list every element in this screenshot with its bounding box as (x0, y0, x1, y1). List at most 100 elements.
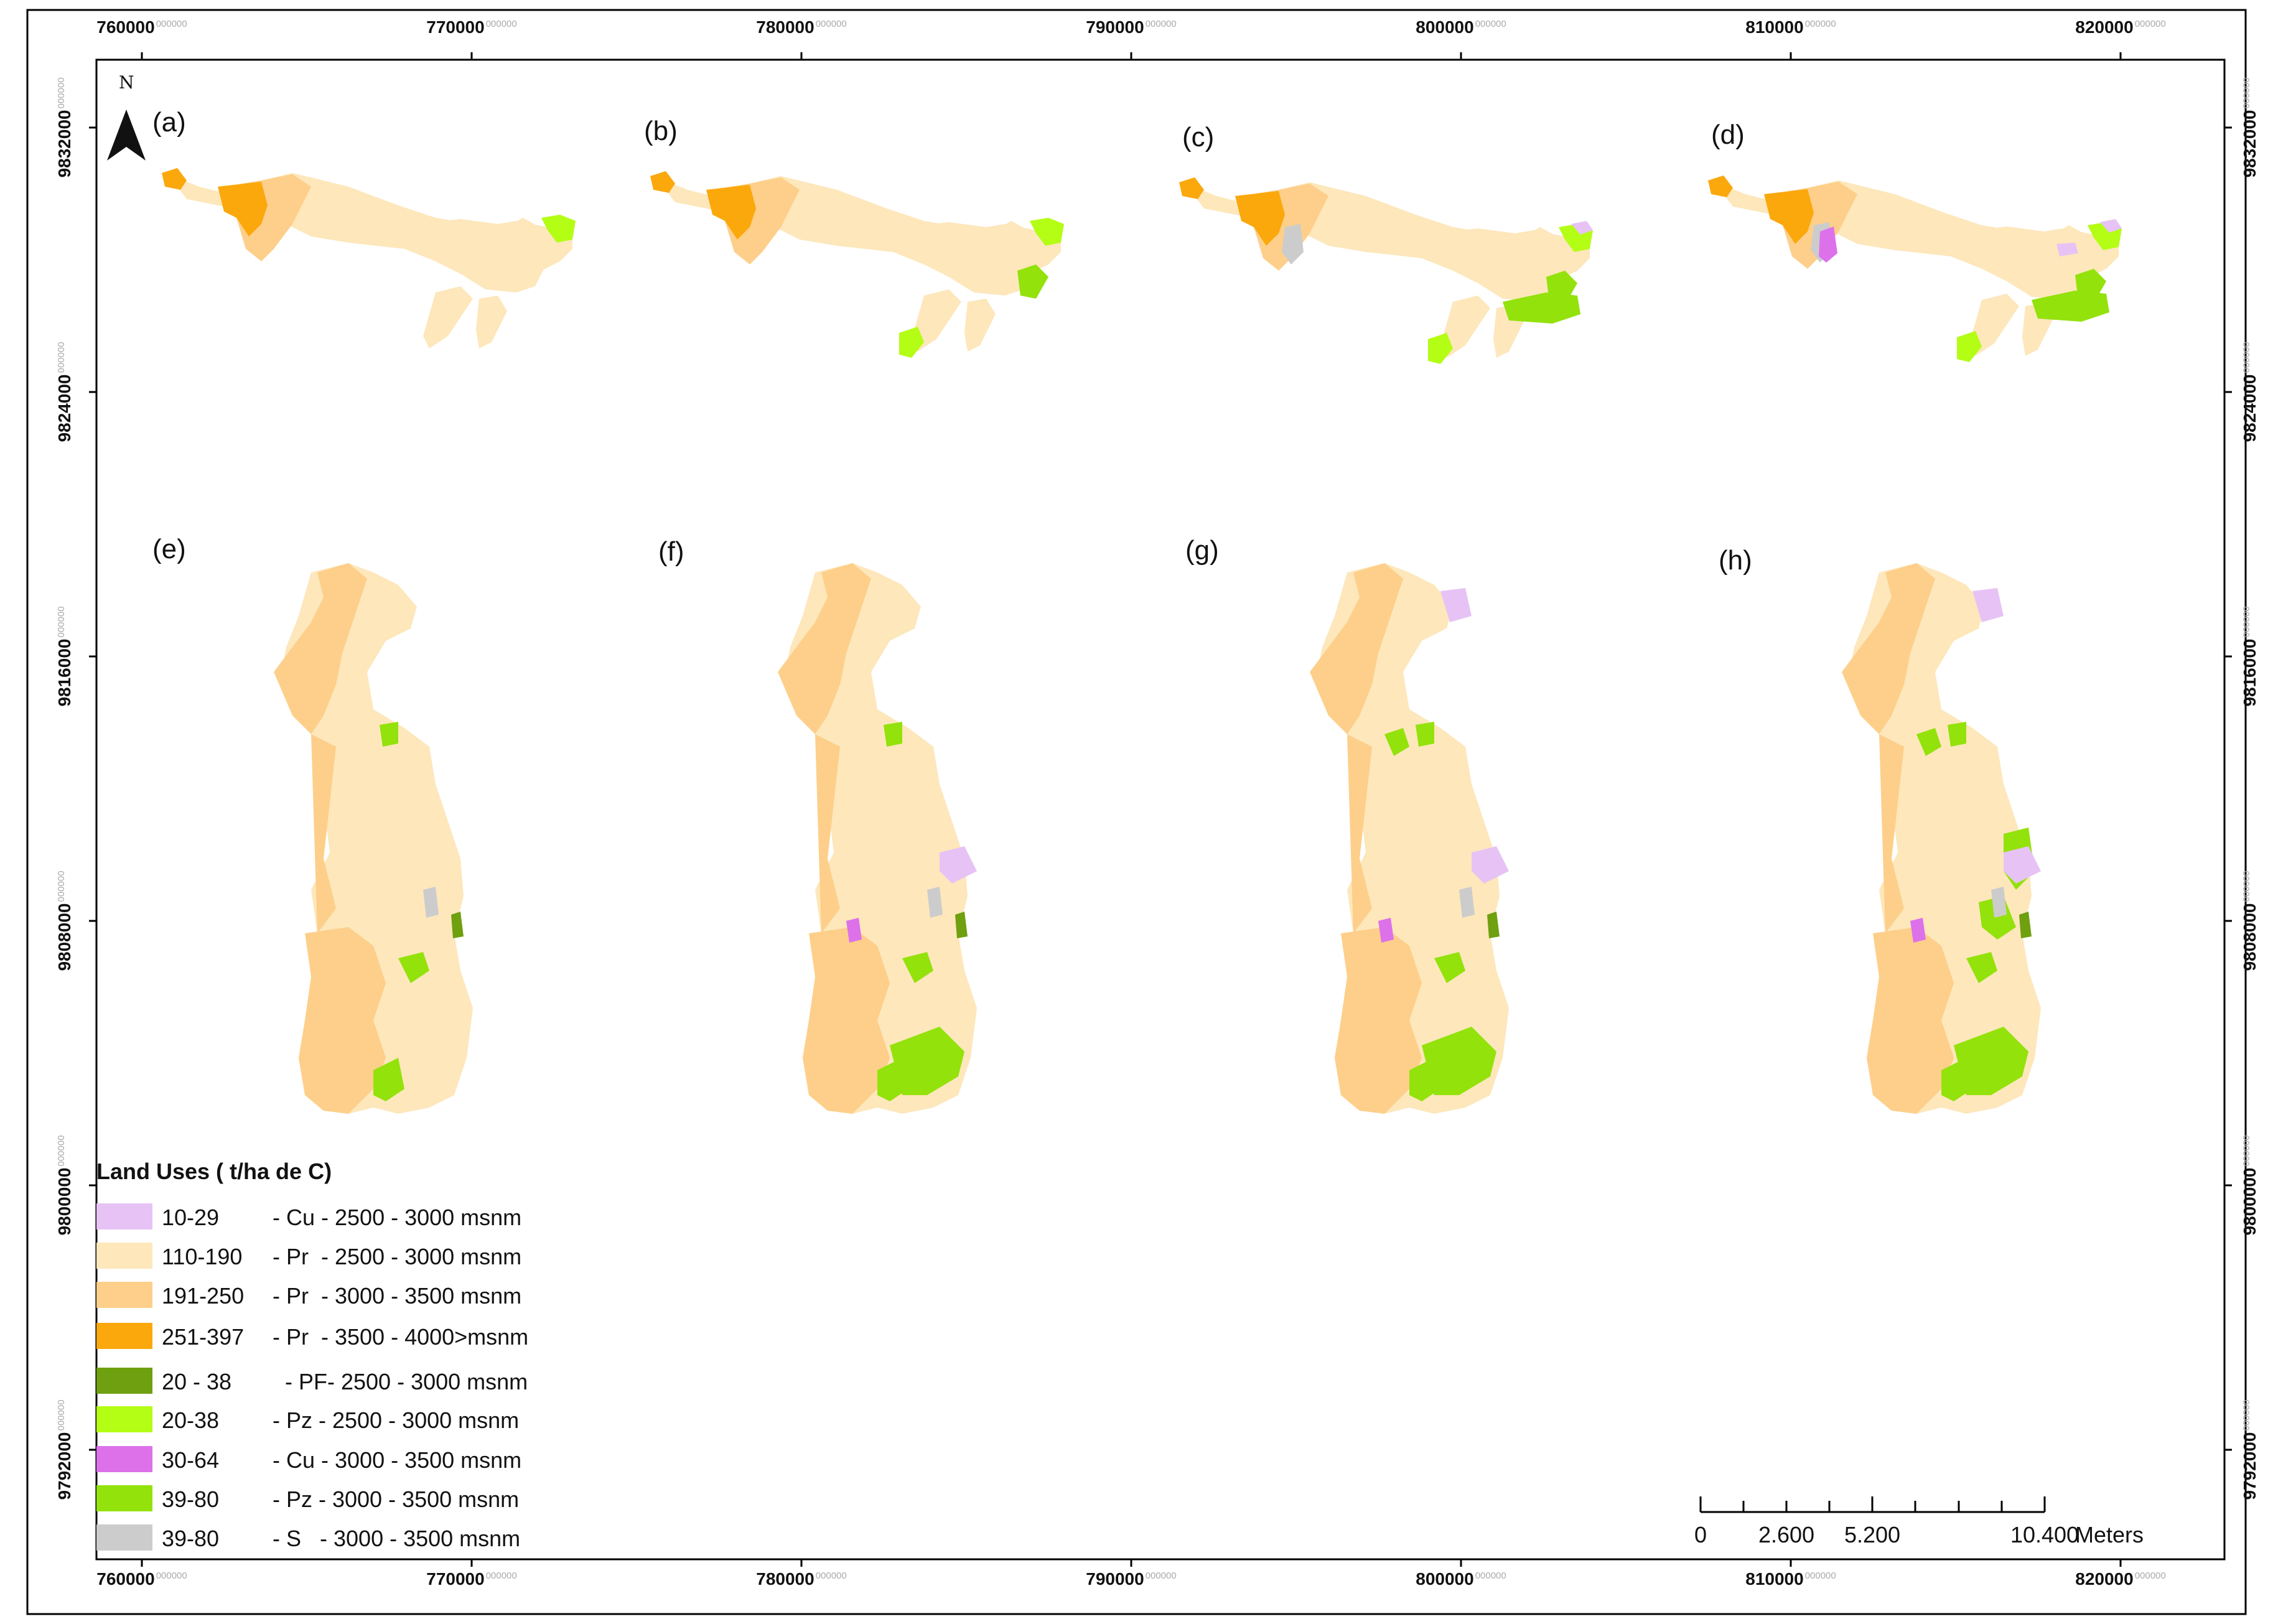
legend-swatch (96, 1243, 152, 1269)
x-tick-bottom-760000: 760000 000000 (96, 1569, 187, 1589)
land-use-patch (1282, 224, 1304, 264)
y-tick-left-9800000: 9800000000000 (55, 1135, 74, 1236)
land-use-patch (423, 286, 473, 348)
legend-swatch (96, 1524, 152, 1551)
land-use-patch (1434, 952, 1465, 983)
map-panel-top-a (162, 168, 576, 348)
land-use-patch (1179, 177, 1204, 199)
land-use-patch (1503, 292, 1580, 324)
x-tick-bottom-790000: 790000 000000 (1086, 1569, 1177, 1589)
legend-item: 10-29 - Cu - 2500 - 3000 msnm (96, 1201, 607, 1231)
scale-unit: Meters (2075, 1522, 2144, 1547)
legend-item: 251-397 - Pr - 3500 - 4000>msnm (96, 1320, 607, 1350)
land-use-patch (955, 912, 968, 938)
y-tick-right-9816000: 9816000000000 (2240, 606, 2259, 707)
land-use-patch (451, 912, 464, 938)
land-use-patch (1972, 588, 2004, 622)
legend-swatch (96, 1485, 152, 1511)
land-use-patch (884, 722, 902, 747)
land-use-patch (902, 952, 933, 983)
y-tick-left-9808000: 9808000000000 (55, 870, 74, 971)
map-panel-bottom-g (1310, 563, 1509, 1114)
legend-range: 20-38 (162, 1407, 220, 1433)
map-panel-bottom-f (778, 563, 977, 1114)
x-tick-top-770000: 770000 000000 (426, 17, 517, 37)
y-tick-right-9824000: 9824000000000 (2240, 342, 2259, 442)
land-use-patch (311, 734, 336, 933)
land-use-patch (1954, 1027, 2028, 1095)
legend-item: 20 - 38 - PF- 2500 - 3000 msnm (96, 1365, 607, 1395)
legend-swatch (96, 1446, 152, 1472)
legend-description: - Pr - 3000 - 3500 msnm (273, 1283, 522, 1309)
panel-label-f: (f) (658, 536, 684, 567)
legend-swatch (96, 1282, 152, 1308)
land-use-patch (912, 289, 961, 352)
land-use-patch (940, 846, 977, 884)
panel-label-e: (e) (152, 534, 186, 564)
land-use-patch (1957, 331, 1982, 362)
land-use-patch (927, 887, 943, 918)
land-use-patch (1440, 296, 1490, 358)
land-use-patch (1948, 722, 1966, 747)
x-tick-top-760000: 760000 000000 (96, 17, 187, 37)
scale-label-0: 0 (1694, 1522, 1707, 1547)
legend-description: - Pz - 2500 - 3000 msnm (273, 1407, 520, 1433)
x-tick-bottom-820000: 820000 000000 (2075, 1569, 2166, 1589)
land-use-patch (815, 734, 840, 933)
north-label: N (119, 72, 134, 93)
land-use-patch (1017, 264, 1048, 299)
land-use-patch (1966, 952, 1997, 983)
panel-label-d: (d) (1711, 119, 1745, 150)
legend-description: - Cu - 3000 - 3500 msnm (273, 1447, 522, 1473)
scale-bar (1699, 1496, 2046, 1513)
land-use-patch (1879, 734, 1904, 933)
legend-range: 191-250 (162, 1283, 245, 1309)
legend-description: - S - 3000 - 3500 msnm (273, 1526, 521, 1551)
north-arrow-icon (107, 110, 146, 161)
scale-label-2600: 2.600 (1758, 1522, 1815, 1547)
land-use-patch (1842, 563, 1935, 734)
map-panel-top-d (1708, 175, 2122, 362)
x-tick-top-790000: 790000 000000 (1086, 17, 1177, 37)
land-use-patch (299, 927, 386, 1114)
map-panel-bottom-h (1842, 563, 2041, 1114)
frame-ticks (89, 52, 2232, 1567)
y-tick-right-9832000: 9832000000000 (2240, 77, 2259, 178)
land-use-patch (373, 1058, 404, 1101)
land-use-patch (2100, 219, 2122, 233)
legend-swatch (96, 1406, 152, 1432)
land-use-patch (1571, 221, 1593, 235)
land-use-patch (1916, 728, 1941, 756)
land-use-patch (1979, 896, 2016, 940)
legend-description: - Pz - 3000 - 3500 msnm (273, 1486, 520, 1512)
land-use-patch (1969, 294, 2019, 356)
land-use-patch (1472, 846, 1509, 884)
x-tick-bottom-800000: 800000 000000 (1416, 1569, 1506, 1589)
map-panel-bottom-e (274, 563, 473, 1114)
land-use-patch (380, 722, 398, 747)
panel-label-a: (a) (152, 107, 186, 138)
legend-item: 20-38 - Pz - 2500 - 3000 msnm (96, 1404, 607, 1434)
y-tick-right-9792000: 9792000000000 (2240, 1399, 2259, 1500)
land-use-patch (1384, 728, 1409, 756)
land-use-patch (1991, 887, 2007, 918)
land-use-patch (890, 1027, 964, 1095)
legend-description: - PF- 2500 - 3000 msnm (273, 1369, 528, 1394)
land-use-patch (905, 222, 1061, 283)
land-use-patch (1487, 912, 1500, 938)
y-tick-left-9824000: 9824000000000 (55, 342, 74, 442)
y-tick-left-9792000: 9792000000000 (55, 1399, 74, 1500)
map-panel-top-b (650, 171, 1064, 358)
land-use-patch (803, 927, 890, 1114)
panel-label-h: (h) (1719, 545, 1752, 576)
legend-description: - Pr - 2500 - 3000 msnm (273, 1244, 522, 1269)
x-tick-top-820000: 820000 000000 (2075, 17, 2166, 37)
x-tick-bottom-770000: 770000 000000 (426, 1569, 517, 1589)
panel-label-c: (c) (1182, 122, 1215, 152)
legend-range: 251-397 (162, 1324, 245, 1350)
land-use-patch (1434, 228, 1590, 289)
land-use-patch (274, 563, 367, 734)
land-use-patch (1459, 887, 1475, 918)
land-use-patch (964, 299, 996, 352)
land-use-patch (846, 918, 862, 943)
